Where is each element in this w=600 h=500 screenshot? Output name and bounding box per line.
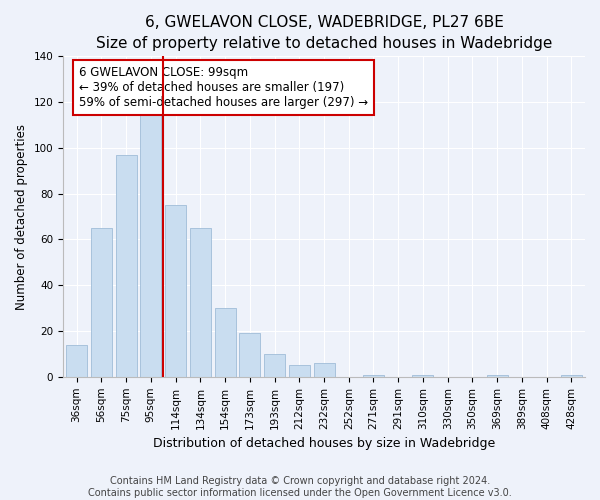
Bar [165, 205, 186, 377]
Bar [140, 114, 161, 377]
Bar [239, 334, 260, 377]
Y-axis label: Number of detached properties: Number of detached properties [15, 124, 28, 310]
Text: Contains HM Land Registry data © Crown copyright and database right 2024.
Contai: Contains HM Land Registry data © Crown c… [88, 476, 512, 498]
Bar [289, 366, 310, 377]
Bar [363, 374, 384, 377]
Bar [264, 354, 285, 377]
X-axis label: Distribution of detached houses by size in Wadebridge: Distribution of detached houses by size … [153, 437, 495, 450]
Bar [215, 308, 236, 377]
Text: 6 GWELAVON CLOSE: 99sqm
← 39% of detached houses are smaller (197)
59% of semi-d: 6 GWELAVON CLOSE: 99sqm ← 39% of detache… [79, 66, 368, 109]
Bar [190, 228, 211, 377]
Bar [116, 155, 137, 377]
Bar [91, 228, 112, 377]
Bar [314, 363, 335, 377]
Bar [412, 374, 433, 377]
Bar [66, 345, 87, 377]
Title: 6, GWELAVON CLOSE, WADEBRIDGE, PL27 6BE
Size of property relative to detached ho: 6, GWELAVON CLOSE, WADEBRIDGE, PL27 6BE … [96, 15, 552, 51]
Bar [561, 374, 582, 377]
Bar [487, 374, 508, 377]
